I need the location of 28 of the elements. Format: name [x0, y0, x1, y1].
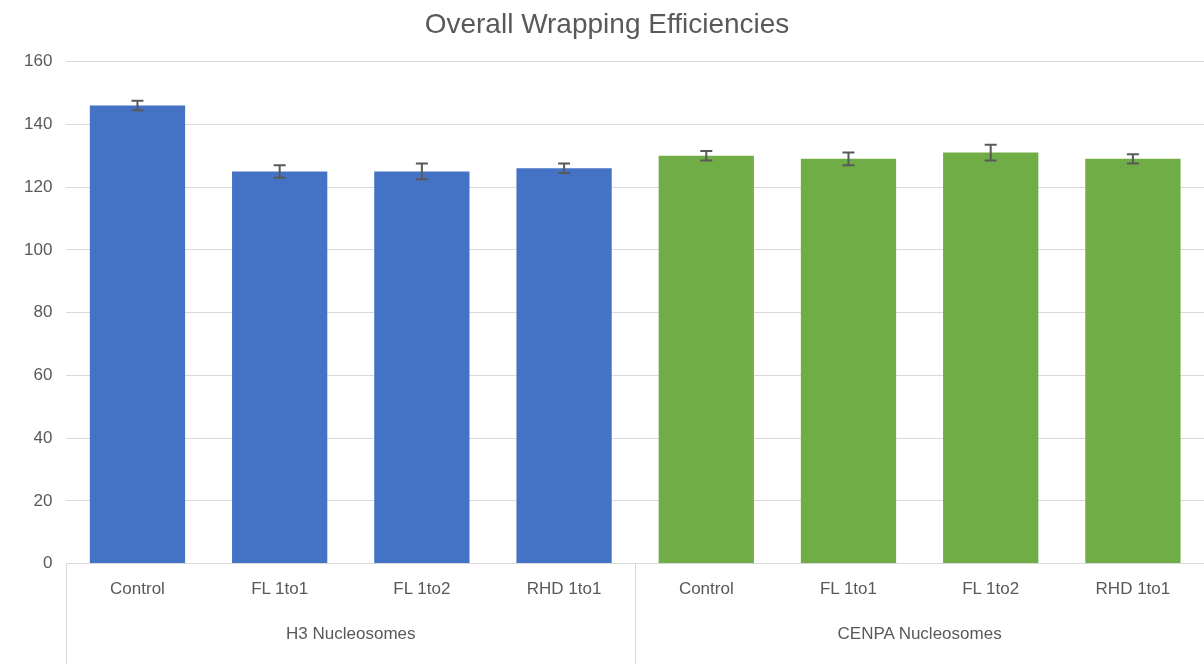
x-tick-label: Control	[678, 579, 734, 599]
bar	[943, 152, 1039, 564]
y-tick-label: 40	[33, 427, 53, 447]
y-tick-label: 100	[23, 239, 53, 259]
bar	[516, 168, 612, 564]
x-tick-label: FL 1to1	[819, 579, 877, 599]
x-tick-label: Control	[110, 579, 165, 599]
y-tick-label: 0	[42, 553, 53, 573]
y-tick-label: 140	[23, 114, 53, 134]
bar	[89, 105, 186, 564]
bar	[232, 171, 328, 564]
y-tick-label: 80	[33, 302, 53, 322]
y-tick-label: 60	[33, 365, 53, 385]
bar	[658, 155, 754, 564]
y-tick-label: 20	[33, 490, 53, 510]
text: H3 Nucleosomes	[286, 624, 416, 644]
bar	[1085, 158, 1181, 564]
y-tick-label: 160	[23, 51, 53, 71]
x-tick-label: FL 1to2	[393, 579, 451, 599]
chart-title: Overall Wrapping Efficiencies	[424, 7, 790, 39]
bar	[374, 171, 470, 564]
x-tick-label: FL 1to1	[251, 579, 309, 599]
x-tick-label: RHD 1to1	[1095, 579, 1171, 599]
x-tick-label: FL 1to2	[962, 579, 1020, 599]
bar	[800, 158, 897, 564]
text: CENPA Nucleosomes	[837, 624, 1002, 644]
x-tick-label: RHD 1to1	[526, 579, 602, 599]
y-tick-label: 120	[23, 176, 53, 196]
